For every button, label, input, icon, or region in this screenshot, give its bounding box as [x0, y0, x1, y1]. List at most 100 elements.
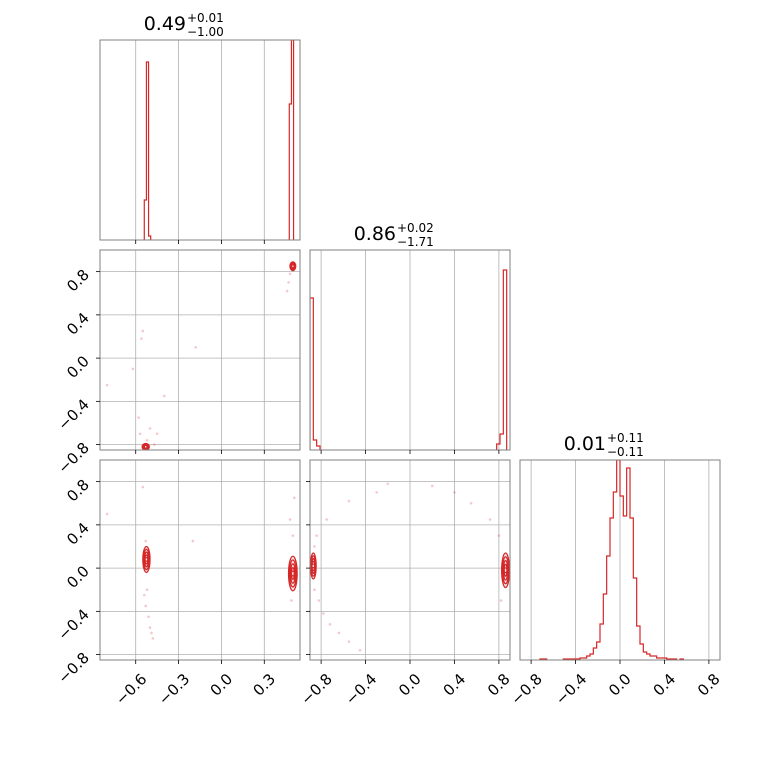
panel-scatter2d-2-1: −0.8 −0.4 0.0 0.4 0.8 [297, 459, 514, 709]
scatter-point [148, 626, 152, 629]
panel-histogram-2-2: 0.01 +0.11−0.11 −0.8 −0.4 0.0 0.4 0.8 [507, 431, 723, 709]
contour-level [142, 548, 150, 571]
scatter-point [499, 599, 503, 602]
x-tick-label: 0.0 [207, 670, 237, 700]
panel-scatter2d-1-0: −0.8 −0.4 0.0 0.4 0.8 [54, 249, 301, 477]
scatter-point [287, 281, 290, 284]
contour-level [311, 563, 316, 569]
contour-level [290, 570, 296, 577]
scatter-point [145, 588, 149, 592]
histogram-bin [144, 200, 146, 240]
histogram-bin [633, 578, 636, 660]
x-tick-label: −0.3 [155, 670, 193, 708]
scatter-point [148, 427, 152, 430]
scatter-point [337, 631, 341, 635]
contour-level [142, 443, 150, 450]
marks-group [539, 460, 684, 660]
scatter-point [375, 491, 378, 494]
histogram-bin [291, 40, 293, 240]
panel-frame [99, 39, 301, 241]
scatter-point [150, 631, 153, 635]
contour-level [290, 264, 296, 269]
y-tick-label: −0.8 [54, 649, 92, 687]
y-tick-label: 0.8 [63, 476, 93, 506]
y-tick-label: 0.0 [63, 562, 93, 592]
x-tick-label: 0.0 [395, 670, 425, 700]
x-tick-label: −0.8 [297, 670, 335, 708]
contour-level [143, 444, 148, 449]
scatter-point [151, 637, 155, 640]
histogram-bin [623, 516, 626, 660]
histogram-bin [149, 236, 151, 240]
marks-group [143, 40, 295, 240]
scatter-point [347, 499, 351, 503]
y-tick-label: −0.8 [54, 439, 92, 477]
histogram-bin [587, 656, 590, 660]
scatter-point [290, 599, 293, 602]
x-tick-label: −0.8 [507, 670, 545, 708]
scatter-point [386, 482, 390, 486]
histogram-bin [647, 654, 650, 660]
histogram-bin [627, 468, 630, 660]
histogram-bin [590, 654, 593, 660]
scatter-point [147, 615, 150, 619]
x-tick-label: 0.8 [694, 670, 724, 700]
scatter-point [497, 534, 501, 537]
contour-level [503, 567, 508, 574]
histogram-bin [650, 656, 653, 660]
panel-title-value: 0.49 [144, 13, 186, 35]
scatter-point [313, 588, 316, 592]
histogram-bin [643, 652, 646, 660]
histogram-bin [630, 518, 633, 660]
panel-title-minus: −0.11 [607, 445, 644, 459]
histogram-bin [500, 434, 503, 450]
scatter-point [358, 648, 362, 652]
scatter-point [317, 599, 321, 602]
histogram-step [143, 40, 295, 240]
scatter-point [313, 545, 316, 548]
scatter-point [325, 518, 328, 521]
scatter-point [488, 518, 492, 521]
scatter-point [285, 289, 289, 293]
panel-title-plus: +0.02 [397, 221, 434, 235]
scatter-point [288, 518, 292, 521]
panel-frame [99, 249, 301, 451]
scatter-point [315, 534, 318, 537]
scatter-point [292, 496, 296, 500]
y-tick-label: 0.8 [63, 266, 93, 296]
panel-title-value: 0.86 [354, 223, 396, 245]
marks-group [310, 482, 510, 652]
histogram-bin [146, 62, 148, 240]
panel-title-value: 0.01 [564, 433, 606, 455]
y-tick-label: 0.4 [63, 519, 93, 549]
scatter-point [105, 383, 109, 387]
scatter-point [138, 432, 142, 436]
scatter-point [191, 539, 195, 543]
panel-frame [99, 459, 301, 661]
scatter-point [131, 367, 135, 371]
histogram-bin [497, 444, 500, 450]
histogram-step [310, 269, 508, 450]
scatter-point [105, 512, 109, 516]
scatter-point [162, 394, 166, 398]
scatter-point [152, 443, 156, 446]
scatter-point [347, 640, 351, 643]
scatter-point [288, 272, 292, 276]
histogram-bin [503, 270, 506, 450]
x-tick-label: 0.4 [440, 670, 470, 700]
scatter-point [194, 345, 198, 349]
panel-title-plus: +0.01 [187, 11, 224, 25]
panel-scatter2d-2-0: −0.6 −0.3 0.0 0.3 −0.8 −0.4 0.0 0.4 0.8 [54, 459, 301, 709]
x-tick-label: −0.4 [342, 670, 380, 708]
x-tick-label: 0.4 [650, 670, 680, 700]
panel-title-minus: −1.71 [397, 235, 434, 249]
histogram-bin [597, 642, 600, 660]
histogram-bin [617, 460, 620, 660]
scatter-point [145, 438, 149, 442]
y-tick-label: −0.4 [54, 605, 92, 643]
x-tick-label: 0.3 [249, 670, 279, 700]
panel-title-minus: −1.00 [187, 25, 224, 39]
histogram-bin [289, 104, 291, 240]
contour-level [288, 559, 297, 588]
contour-level [289, 563, 296, 584]
